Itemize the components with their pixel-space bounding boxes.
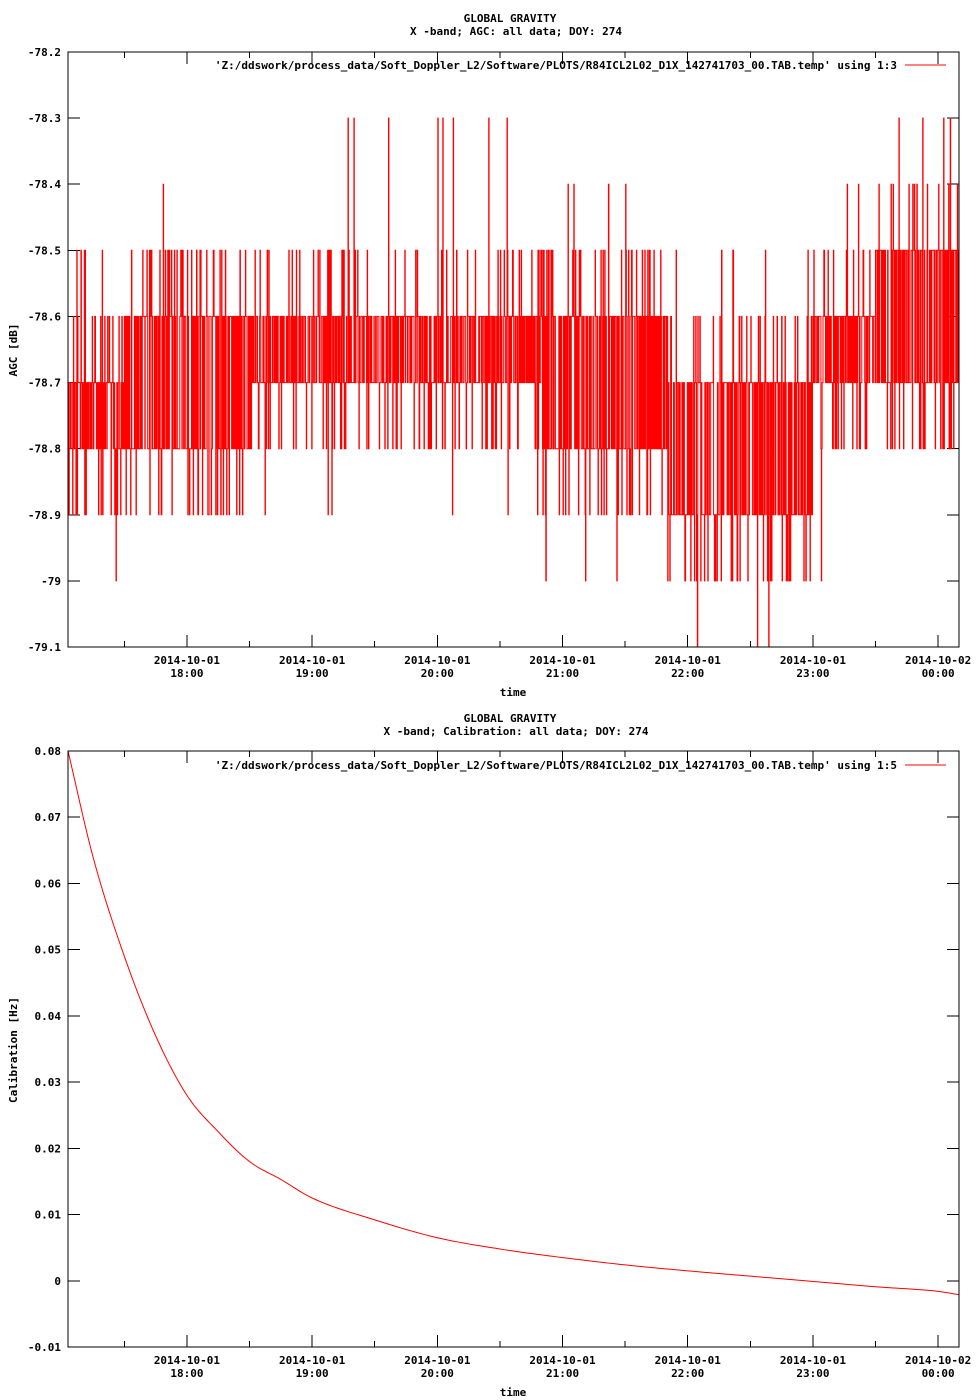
x-tick-label-time: 20:00 (421, 667, 454, 680)
plot-frame (67, 51, 960, 648)
y-tick-label: 0.04 (35, 1010, 62, 1023)
x-tick-label-time: 22:00 (671, 667, 704, 680)
chart-title: GLOBAL GRAVITY (464, 12, 557, 25)
legend: 'Z:/ddswork/process_data/Soft_Doppler_L2… (215, 759, 946, 772)
axis-ticks (68, 750, 959, 1348)
y-tick-label: -0.01 (28, 1341, 61, 1354)
x-tick-labels: 2014-10-0118:002014-10-0119:002014-10-01… (154, 1354, 971, 1380)
x-tick-label-time: 23:00 (796, 1367, 829, 1380)
agc-chart: GLOBAL GRAVITY X -band; AGC: all data; D… (7, 12, 971, 699)
legend-entry: 'Z:/ddswork/process_data/Soft_Doppler_L2… (215, 59, 897, 72)
x-tick-label-date: 2014-10-02 (905, 1354, 971, 1367)
x-tick-label-date: 2014-10-01 (780, 654, 847, 667)
data-series (67, 117, 960, 648)
y-tick-label: -78.2 (28, 46, 61, 59)
y-tick-label: -78.4 (28, 178, 61, 191)
y-tick-label: 0.01 (35, 1209, 62, 1222)
x-tick-label-time: 18:00 (170, 1367, 203, 1380)
x-tick-label-time: 20:00 (421, 1367, 454, 1380)
x-tick-label-date: 2014-10-01 (529, 654, 596, 667)
y-tick-label: -79 (41, 575, 61, 588)
y-tick-label: 0.06 (35, 877, 62, 890)
x-tick-label-time: 22:00 (671, 1367, 704, 1380)
x-tick-label-date: 2014-10-01 (279, 1354, 346, 1367)
x-tick-label-date: 2014-10-02 (905, 654, 971, 667)
y-tick-label: -78.8 (28, 443, 61, 456)
y-tick-label: 0 (54, 1275, 61, 1288)
legend-entry: 'Z:/ddswork/process_data/Soft_Doppler_L2… (215, 759, 897, 772)
y-tick-label: 0.08 (35, 745, 62, 758)
x-axis-label: time (500, 1386, 527, 1399)
chart-subtitle: X -band; Calibration: all data; DOY: 274 (384, 725, 649, 738)
x-tick-label-date: 2014-10-01 (404, 1354, 471, 1367)
x-tick-label-time: 00:00 (922, 667, 955, 680)
chart-subtitle: X -band; AGC: all data; DOY: 274 (410, 25, 622, 38)
x-tick-label-date: 2014-10-01 (154, 654, 221, 667)
y-tick-labels: 0.08 0.07 0.06 0.05 0.04 0.03 0.02 0.01 0 -0.01 (28, 745, 61, 1354)
x-tick-label-time: 23:00 (796, 667, 829, 680)
y-tick-label: -78.5 (28, 244, 61, 257)
x-tick-label-date: 2014-10-01 (279, 654, 346, 667)
x-tick-label-date: 2014-10-01 (154, 1354, 221, 1367)
x-tick-label-date: 2014-10-01 (655, 654, 722, 667)
calibration-chart: GLOBAL GRAVITY X -band; Calibration: all… (7, 712, 971, 1399)
x-tick-label-date: 2014-10-01 (404, 654, 471, 667)
y-tick-label: 0.03 (35, 1076, 62, 1089)
y-tick-label: 0.05 (35, 944, 62, 957)
y-axis-label: Calibration [Hz] (7, 997, 20, 1103)
x-tick-label-time: 19:00 (296, 1367, 329, 1380)
x-tick-label-time: 00:00 (922, 1367, 955, 1380)
y-tick-label: 0.07 (35, 811, 62, 824)
legend: 'Z:/ddswork/process_data/Soft_Doppler_L2… (215, 59, 946, 72)
x-tick-label-time: 19:00 (296, 667, 329, 680)
x-tick-label-time: 21:00 (546, 667, 579, 680)
y-tick-labels: -78.2 -78.3 -78.4 -78.5 -78.6 -78.7 -78.8 -78.9… (28, 46, 61, 654)
y-tick-label: -78.9 (28, 509, 61, 522)
x-tick-label-date: 2014-10-01 (529, 1354, 596, 1367)
agc-series-line (67, 117, 960, 648)
y-tick-label: -78.3 (28, 112, 61, 125)
x-axis-label: time (500, 686, 527, 699)
plot-frame (67, 750, 960, 1348)
x-tick-label-date: 2014-10-01 (780, 1354, 847, 1367)
y-tick-label: 0.02 (35, 1142, 62, 1155)
x-tick-label-date: 2014-10-01 (655, 1354, 722, 1367)
x-tick-labels: 2014-10-0118:002014-10-0119:002014-10-01… (154, 654, 971, 680)
calibration-series-line (67, 750, 960, 1296)
y-tick-label: -78.6 (28, 310, 61, 323)
chart-title: GLOBAL GRAVITY (464, 712, 557, 725)
data-series (67, 750, 960, 1296)
y-tick-label: -79.1 (28, 641, 61, 654)
y-axis-label: AGC [dB] (7, 324, 20, 377)
x-tick-label-time: 18:00 (170, 667, 203, 680)
x-tick-label-time: 21:00 (546, 1367, 579, 1380)
y-tick-label: -78.7 (28, 377, 61, 390)
